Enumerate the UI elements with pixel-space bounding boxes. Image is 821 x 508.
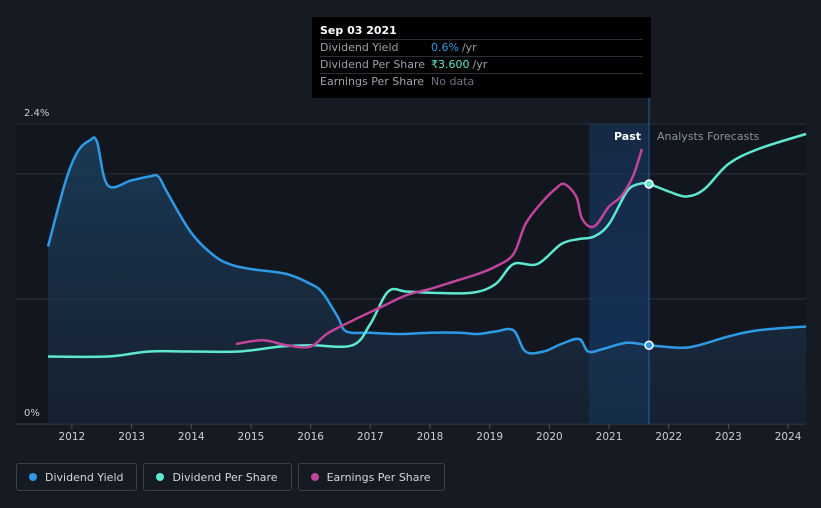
tooltip-date: Sep 03 2021 bbox=[320, 24, 397, 37]
tooltip-label: Dividend Per Share bbox=[320, 58, 426, 71]
x-tick-label: 2024 bbox=[775, 431, 802, 443]
legend-dot-icon bbox=[29, 473, 37, 481]
x-tick-label: 2016 bbox=[297, 431, 324, 443]
legend-label: Dividend Yield bbox=[45, 470, 124, 484]
legend-label: Dividend Per Share bbox=[172, 470, 278, 484]
x-tick-label: 2012 bbox=[59, 431, 86, 443]
legend: Dividend Yield Dividend Per Share Earnin… bbox=[16, 463, 445, 491]
tooltip-value: ₹3.600 bbox=[431, 58, 470, 71]
x-tick-label: 2015 bbox=[238, 431, 265, 443]
legend-label: Earnings Per Share bbox=[326, 470, 431, 484]
x-tick-label: 2022 bbox=[655, 431, 682, 443]
dividend-per-share-line bbox=[47, 132, 807, 359]
analysts-forecasts-label: Analysts Forecasts bbox=[657, 130, 760, 143]
legend-item-dividend-per-share[interactable]: Dividend Per Share bbox=[143, 463, 292, 491]
dividend-per-share-marker bbox=[644, 179, 654, 189]
tooltip-row-dividend-per-share: Dividend Per Share ₹3.600 /yr bbox=[320, 56, 643, 73]
tooltip-unit: /yr bbox=[472, 58, 488, 71]
x-tick-label: 2021 bbox=[596, 431, 623, 443]
x-tick-label: 2023 bbox=[715, 431, 742, 443]
dividend-yield-line bbox=[46, 136, 807, 355]
legend-item-earnings-per-share[interactable]: Earnings Per Share bbox=[297, 463, 445, 491]
past-label: Past bbox=[614, 130, 641, 143]
tooltip-row-earnings-per-share: Earnings Per Share No data bbox=[320, 73, 643, 90]
tooltip-value: 0.6% bbox=[431, 41, 459, 54]
x-tick-label: 2019 bbox=[476, 431, 503, 443]
y-tick-label-top: 2.4% bbox=[24, 108, 49, 119]
dividend-yield-marker bbox=[644, 340, 654, 350]
legend-dot-icon bbox=[156, 473, 165, 481]
legend-dot-icon bbox=[310, 473, 319, 481]
x-tick-label: 2017 bbox=[357, 431, 384, 443]
legend-item-dividend-yield[interactable]: Dividend Yield bbox=[16, 463, 138, 491]
tooltip-value: No data bbox=[431, 75, 475, 88]
x-tick-label: 2018 bbox=[417, 431, 444, 443]
x-tick-label: 2020 bbox=[536, 431, 563, 443]
tooltip: Sep 03 2021 Dividend Yield 0.6% /yr Divi… bbox=[312, 17, 651, 98]
tooltip-label: Earnings Per Share bbox=[320, 75, 425, 88]
tooltip-label: Dividend Yield bbox=[320, 41, 399, 54]
y-tick-label-bottom: 0% bbox=[24, 408, 40, 419]
tooltip-row-dividend-yield: Dividend Yield 0.6% /yr bbox=[320, 39, 643, 56]
earnings-per-share-line bbox=[235, 148, 644, 349]
x-tick-label: 2013 bbox=[118, 431, 145, 443]
tooltip-unit: /yr bbox=[461, 41, 477, 54]
x-tick-label: 2014 bbox=[178, 431, 205, 443]
